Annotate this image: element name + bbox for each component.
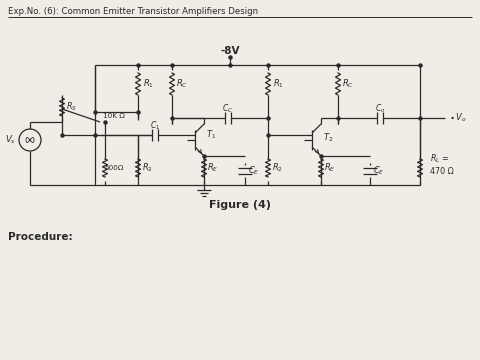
Text: Exp.No. (6): Common Emitter Transistor Amplifiers Design: Exp.No. (6): Common Emitter Transistor A… <box>8 8 258 17</box>
Text: $R_S$: $R_S$ <box>66 101 76 113</box>
Text: 470 Ω: 470 Ω <box>430 166 454 175</box>
Text: $R_1$: $R_1$ <box>273 78 284 90</box>
Text: $R_2$: $R_2$ <box>142 162 153 174</box>
Text: Figure (4): Figure (4) <box>209 200 271 210</box>
Text: 500Ω: 500Ω <box>104 165 124 171</box>
Text: $R_C$: $R_C$ <box>176 78 188 90</box>
Text: $\bullet\,V_o$: $\bullet\,V_o$ <box>449 112 467 124</box>
Text: $C_E$: $C_E$ <box>248 165 260 177</box>
Text: -8V: -8V <box>220 46 240 56</box>
Text: $V_s$: $V_s$ <box>5 134 16 146</box>
Text: $T_2$: $T_2$ <box>323 132 333 144</box>
Text: 10K Ω: 10K Ω <box>103 113 125 119</box>
Text: $T_1$: $T_1$ <box>206 129 216 141</box>
Text: $R_2$: $R_2$ <box>272 162 283 174</box>
Text: $C_C$: $C_C$ <box>222 103 234 115</box>
Text: $R_C$: $R_C$ <box>342 78 354 90</box>
Text: $C_1$: $C_1$ <box>150 120 160 132</box>
Text: $R_L$ =: $R_L$ = <box>430 153 449 165</box>
Text: $C_o$: $C_o$ <box>375 103 385 115</box>
Text: $R_E$: $R_E$ <box>207 162 219 174</box>
Text: $R_E$: $R_E$ <box>324 162 336 174</box>
Text: Procedure:: Procedure: <box>8 232 72 242</box>
Text: $R_1$: $R_1$ <box>143 78 154 90</box>
Text: $C_E$: $C_E$ <box>373 165 385 177</box>
